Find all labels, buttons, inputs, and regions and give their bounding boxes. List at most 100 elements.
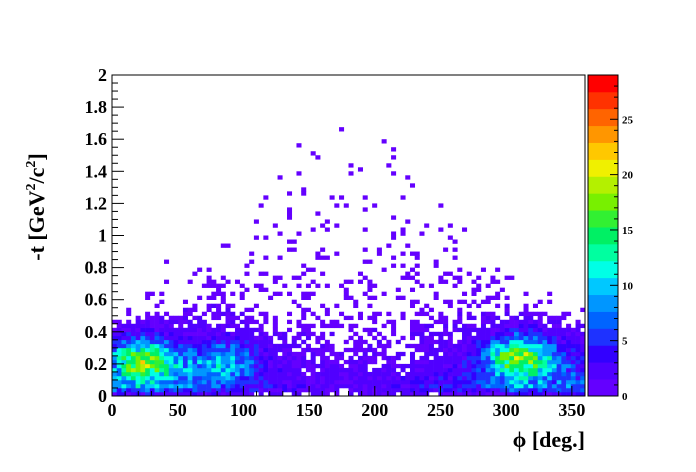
heatmap-cell xyxy=(168,363,174,369)
heatmap-cell xyxy=(253,343,259,349)
heatmap-cell xyxy=(343,203,349,208)
heatmap-cell xyxy=(495,267,501,272)
heatmap-cell xyxy=(187,311,193,317)
heatmap-cell xyxy=(206,347,212,353)
heatmap-cell xyxy=(566,363,572,369)
heatmap-cell xyxy=(244,383,250,389)
heatmap-cell xyxy=(547,343,553,349)
heatmap-cell xyxy=(514,315,520,321)
heatmap-cell xyxy=(466,387,472,393)
heatmap-cell xyxy=(570,343,576,349)
heatmap-cell xyxy=(310,267,316,272)
heatmap-cell xyxy=(324,367,330,373)
heatmap-cell xyxy=(301,263,307,268)
heatmap-cell xyxy=(490,379,496,385)
heatmap-cell xyxy=(457,307,463,313)
heatmap-cell xyxy=(154,311,160,317)
heatmap-cell xyxy=(428,367,434,373)
heatmap-cell xyxy=(357,335,363,341)
heatmap-cell xyxy=(334,323,340,329)
heatmap-cell xyxy=(126,351,132,357)
heatmap-cell xyxy=(277,375,283,381)
heatmap-cell xyxy=(230,315,236,321)
heatmap-cell xyxy=(395,363,401,369)
heatmap-cell xyxy=(357,387,363,393)
heatmap-cell xyxy=(490,343,496,349)
heatmap-cell xyxy=(561,379,567,385)
heatmap-cell xyxy=(566,347,572,353)
heatmap-cell xyxy=(206,375,212,381)
heatmap-cell xyxy=(149,331,155,337)
heatmap-cell xyxy=(320,383,326,389)
heatmap-cell xyxy=(348,295,354,300)
heatmap-cell xyxy=(509,319,515,325)
heatmap-cell xyxy=(145,315,151,321)
heatmap-cell xyxy=(315,363,321,369)
heatmap-cell xyxy=(135,359,141,365)
heatmap-cell xyxy=(121,343,127,349)
heatmap-cell xyxy=(234,347,241,353)
heatmap-cell xyxy=(400,391,406,397)
heatmap-cell xyxy=(419,371,425,377)
heatmap-cell xyxy=(334,223,340,228)
heatmap-cell xyxy=(457,355,463,361)
heatmap-cell xyxy=(353,351,359,357)
heatmap-cell xyxy=(485,343,491,349)
heatmap-cell xyxy=(542,347,548,353)
heatmap-cell xyxy=(580,391,586,397)
heatmap-cell xyxy=(249,339,255,345)
heatmap-cell xyxy=(206,307,212,313)
heatmap-cell xyxy=(462,335,468,341)
heatmap-cell xyxy=(523,347,529,353)
heatmap-cell xyxy=(409,375,416,381)
heatmap-cell xyxy=(452,355,458,361)
heatmap-cell xyxy=(168,335,174,341)
heatmap-cell xyxy=(145,343,151,349)
heatmap-cell xyxy=(324,387,330,393)
heatmap-cell xyxy=(192,359,198,365)
heatmap-cell xyxy=(206,343,212,349)
heatmap-cell xyxy=(518,311,524,317)
heatmap-cell xyxy=(362,383,368,389)
heatmap-cell xyxy=(320,303,326,309)
heatmap-cell xyxy=(234,367,241,373)
heatmap-cell xyxy=(339,383,345,389)
heatmap-cell xyxy=(504,331,510,337)
heatmap-cell xyxy=(126,355,132,361)
heatmap-cell xyxy=(239,283,245,288)
heatmap-cell xyxy=(154,323,160,329)
heatmap-cell xyxy=(277,363,283,369)
heatmap-cell xyxy=(348,375,354,381)
heatmap-cell xyxy=(372,347,378,353)
heatmap-cell xyxy=(523,311,529,317)
heatmap-cell xyxy=(121,379,127,385)
heatmap-cell xyxy=(159,367,165,373)
heatmap-cell xyxy=(376,391,382,397)
heatmap-cell xyxy=(514,343,520,349)
heatmap-cell xyxy=(320,335,326,341)
heatmap-cell xyxy=(291,343,297,349)
heatmap-cell xyxy=(570,367,576,373)
heatmap-cell xyxy=(547,291,553,296)
heatmap-cell xyxy=(249,259,255,264)
heatmap-cell xyxy=(409,331,416,337)
heatmap-cell xyxy=(476,335,482,341)
heatmap-cell xyxy=(244,375,250,381)
heatmap-cell xyxy=(509,343,515,349)
colorbar-segment xyxy=(588,345,618,363)
heatmap-cell xyxy=(447,347,453,353)
heatmap-cell xyxy=(112,367,118,373)
heatmap-cell xyxy=(164,327,170,333)
heatmap-cell xyxy=(542,371,548,377)
heatmap-cell xyxy=(320,323,326,329)
heatmap-cell xyxy=(495,303,501,309)
heatmap-cell xyxy=(537,351,543,357)
heatmap-cell xyxy=(282,343,288,349)
heatmap-cell xyxy=(438,363,444,369)
heatmap-cell xyxy=(433,331,439,337)
heatmap-cell xyxy=(438,379,444,385)
colorbar-segment xyxy=(588,379,618,397)
heatmap-cell xyxy=(112,379,118,385)
heatmap-cell xyxy=(452,375,458,381)
heatmap-cell xyxy=(192,327,198,333)
